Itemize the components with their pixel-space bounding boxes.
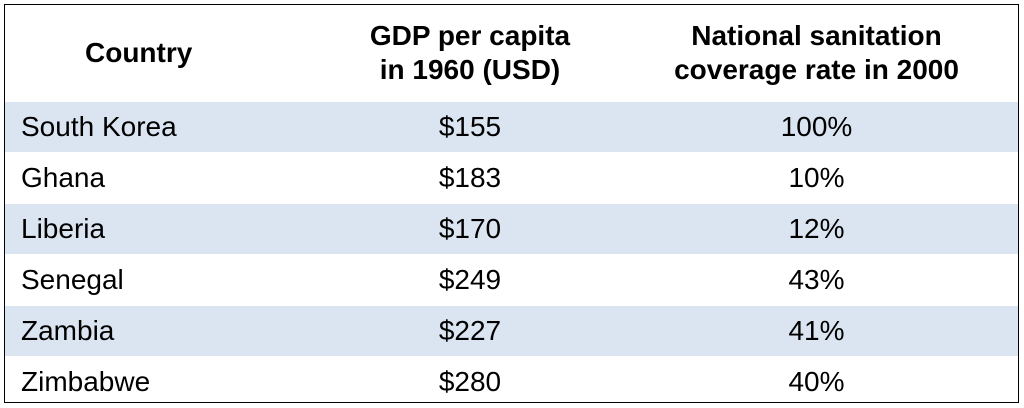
cell-country: Ghana [5, 152, 325, 204]
cell-gdp: $227 [325, 305, 615, 357]
table-body: South Korea $155 100% Ghana $183 10% Lib… [5, 101, 1018, 402]
data-table: Country GDP per capita in 1960 (USD) Nat… [4, 4, 1019, 403]
table-row: Ghana $183 10% [5, 152, 1018, 204]
cell-sanitation-rate: 100% [615, 101, 1018, 153]
cell-sanitation-rate: 43% [615, 254, 1018, 306]
cell-sanitation-rate: 41% [615, 305, 1018, 357]
table-row: South Korea $155 100% [5, 101, 1018, 153]
header-country: Country [85, 37, 193, 68]
cell-sanitation-rate: 12% [615, 203, 1018, 255]
header-gdp: GDP per capita in 1960 (USD) [325, 5, 615, 102]
header-sanitation-line-1: National sanitation [691, 20, 942, 51]
cell-gdp: $183 [325, 152, 615, 204]
table-row: Liberia $170 12% [5, 203, 1018, 255]
table-header: Country GDP per capita in 1960 (USD) Nat… [5, 5, 1018, 102]
cell-sanitation-rate: 40% [615, 356, 1018, 402]
cell-gdp: $155 [325, 101, 615, 153]
header-sanitation-line-2: coverage rate in 2000 [674, 54, 959, 85]
gdp-sanitation-table: Country GDP per capita in 1960 (USD) Nat… [5, 5, 1018, 402]
table-row: Zambia $227 41% [5, 305, 1018, 357]
cell-country: South Korea [5, 101, 325, 153]
cell-gdp: $280 [325, 356, 615, 402]
cell-country: Senegal [5, 254, 325, 306]
cell-country: Liberia [5, 203, 325, 255]
header-gdp-line-2: in 1960 (USD) [379, 54, 561, 85]
cell-country: Zambia [5, 305, 325, 357]
cell-gdp: $170 [325, 203, 615, 255]
header-row: Country GDP per capita in 1960 (USD) Nat… [5, 5, 1018, 102]
table-row: Senegal $249 43% [5, 254, 1018, 306]
header-sanitation: National sanitation coverage rate in 200… [615, 5, 1018, 102]
cell-country: Zimbabwe [5, 356, 325, 402]
header-gdp-line-1: GDP per capita [369, 20, 571, 51]
cell-gdp: $249 [325, 254, 615, 306]
cell-sanitation-rate: 10% [615, 152, 1018, 204]
table-row: Zimbabwe $280 40% [5, 356, 1018, 402]
